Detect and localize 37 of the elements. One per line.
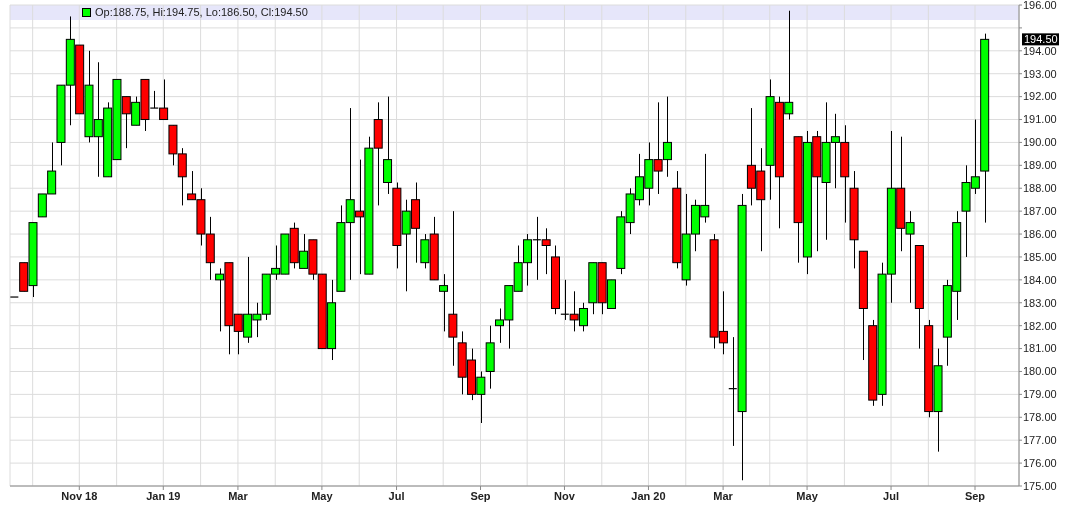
x-tick-label: Sep [470, 490, 491, 503]
x-tick-label: Nov [554, 490, 576, 503]
y-tick-label: 190.00 [1023, 136, 1057, 149]
y-tick-label: 196.00 [1023, 0, 1057, 11]
y-tick-label: 182.00 [1023, 319, 1057, 332]
candlestick [383, 96, 393, 195]
x-tick-label: Jul [883, 490, 899, 503]
candlestick [448, 210, 458, 367]
y-tick-label: 179.00 [1023, 388, 1057, 401]
y-tick-label: 194.00 [1023, 44, 1057, 57]
annotation: Op:188.75, Hi:194.75, Lo:186.50, Cl:194.50 [95, 6, 308, 19]
y-tick-label: 192.00 [1023, 90, 1057, 103]
y-tick-label: 186.00 [1023, 227, 1057, 240]
x-tick-label: Sep [964, 490, 986, 503]
y-tick-label: 185.00 [1023, 250, 1057, 263]
y-tick-label: 181.00 [1023, 342, 1057, 355]
y-tick-label: 189.00 [1023, 159, 1057, 172]
x-tick-label: Jul [388, 490, 405, 503]
y-tick-label: 184.00 [1023, 273, 1057, 286]
y-tick-label: 175.00 [1023, 479, 1057, 492]
y-tick-label: 180.00 [1023, 365, 1057, 378]
candlestick [439, 273, 449, 332]
x-tick-label: May [311, 490, 334, 503]
y-tick-label: 177.00 [1023, 434, 1057, 447]
y-tick-label: 191.00 [1023, 113, 1057, 126]
x-tick-label: Nov 18 [61, 490, 98, 503]
y-tick-label: 193.00 [1023, 67, 1057, 80]
x-tick-label: Jan 19 [146, 490, 181, 503]
y-tick-label: 176.00 [1023, 456, 1057, 469]
y-tick-label: 188.00 [1023, 182, 1057, 195]
y-tick-label: 178.00 [1023, 411, 1057, 424]
x-tick-label: Jan 20 [631, 490, 666, 503]
x-tick-label: Mar [713, 490, 734, 503]
x-tick-label: Mar [228, 490, 249, 503]
x-tick-label: May [796, 490, 819, 503]
y-tick-label: 187.00 [1023, 204, 1057, 217]
y-tick-label: 183.00 [1023, 296, 1057, 309]
